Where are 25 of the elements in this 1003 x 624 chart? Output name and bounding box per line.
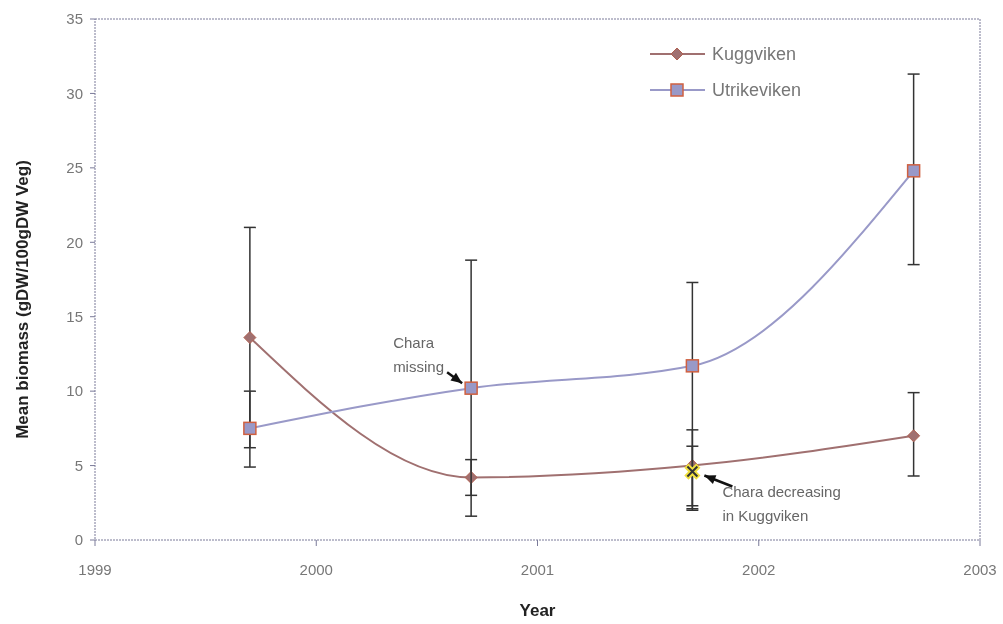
point <box>243 331 257 345</box>
y-tick-label: 0 <box>74 531 83 549</box>
y-axis-title: Mean biomass (gDW/100gDW Veg) <box>13 160 32 439</box>
annotation: Chara decreasing in Kuggviken <box>722 482 841 524</box>
y-tick-label: 25 <box>66 159 83 177</box>
x-tick-label: 2003 <box>963 561 997 578</box>
point <box>243 421 257 436</box>
x-tick-label: 2000 <box>299 561 333 578</box>
y-tick-label: 5 <box>74 456 83 474</box>
y-tick-label: 15 <box>66 307 83 325</box>
x-tick-label: 2002 <box>742 561 776 578</box>
y-tick-label: 30 <box>66 84 83 102</box>
x-tick-label: 1999 <box>78 561 112 578</box>
legend-label: Kuggviken <box>712 44 797 65</box>
point <box>685 359 700 373</box>
y-tick-label: 20 <box>66 233 83 251</box>
x-tick-label: 2001 <box>520 561 555 578</box>
point <box>907 429 921 443</box>
y-tick-label: 10 <box>66 382 83 400</box>
annotation: Chara missing <box>393 334 444 376</box>
point <box>906 164 921 178</box>
legend-label: Utrikeviken <box>712 80 802 101</box>
x-axis-title: Year <box>519 601 556 620</box>
y-tick-label: 35 <box>66 10 83 28</box>
point <box>464 381 478 395</box>
